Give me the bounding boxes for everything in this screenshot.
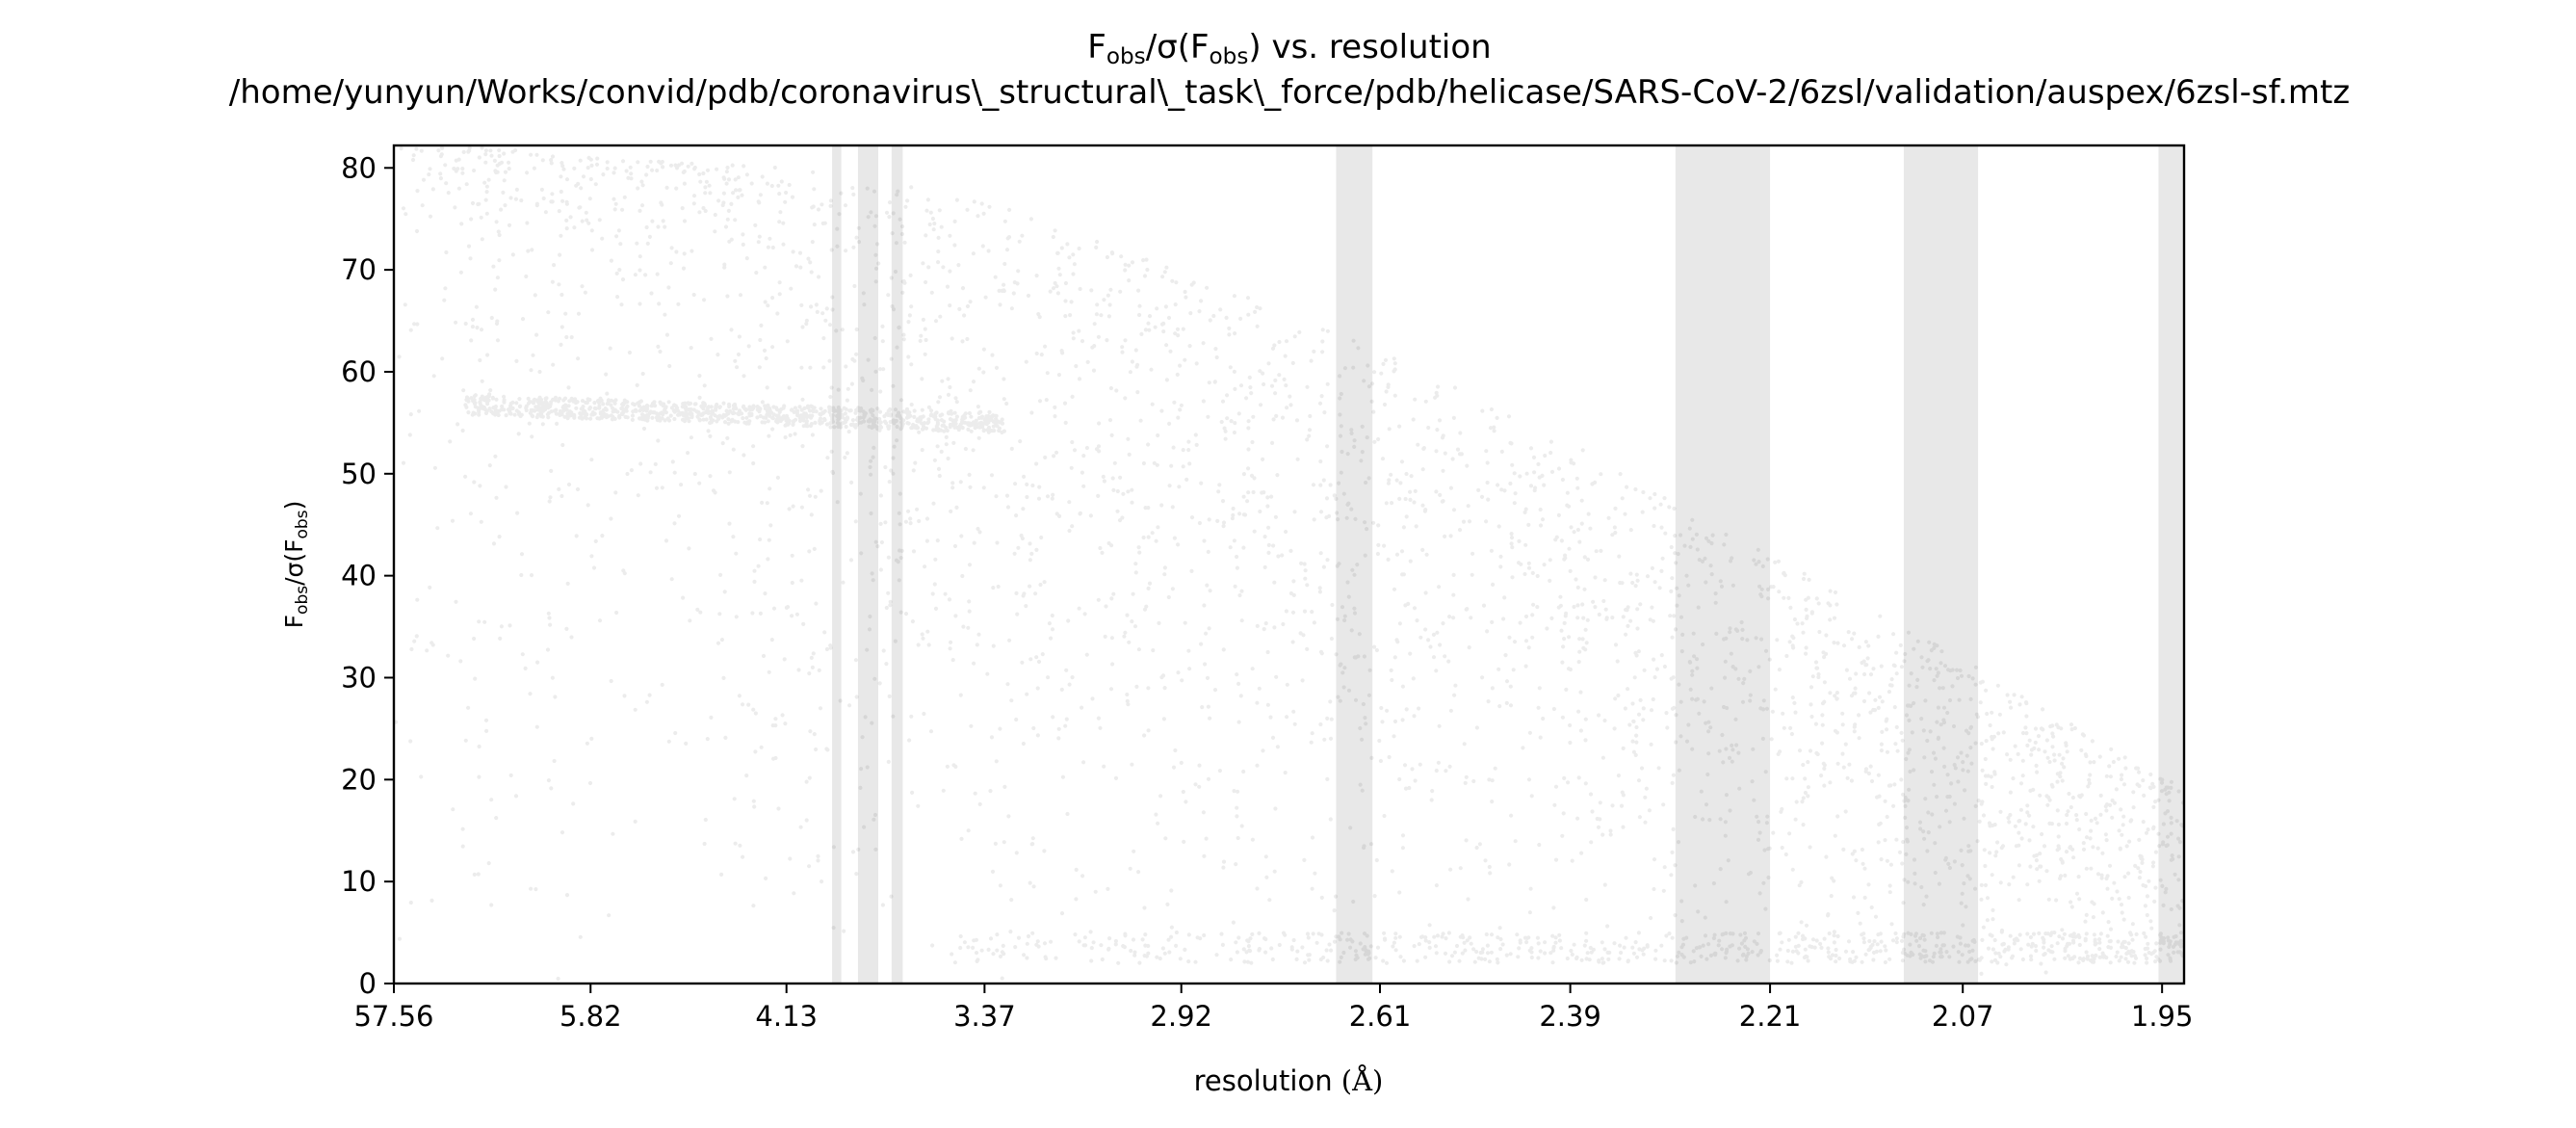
ice-ring-band-0 xyxy=(832,145,842,984)
ice-ring-band-6 xyxy=(2158,145,2184,984)
y-tick-label-8: 80 xyxy=(341,151,377,184)
y-tick-label-6: 60 xyxy=(341,355,377,388)
x-tick-label-2: 4.13 xyxy=(755,1000,818,1033)
x-tick-label-0: 57.56 xyxy=(353,1000,433,1033)
ice-ring-band-1 xyxy=(857,145,879,984)
x-tick-label-9: 1.95 xyxy=(2131,1000,2194,1033)
ice-ring-bands xyxy=(832,145,2184,984)
x-tick-label-1: 5.82 xyxy=(559,1000,622,1033)
data-points xyxy=(394,145,2186,982)
plot-frame xyxy=(392,144,2186,985)
y-axis: 0 10 20 30 40 50 60 70 80 xyxy=(341,151,394,1000)
x-tick-label-8: 2.07 xyxy=(1932,1000,1994,1033)
scatter-markers xyxy=(394,145,2186,982)
y-tick-label-2: 20 xyxy=(341,763,377,796)
y-tick-label-1: 10 xyxy=(341,865,377,898)
y-axis-label: Fobs/σ(Fobs) xyxy=(280,501,312,629)
ice-ring-band-5 xyxy=(1903,145,1979,984)
x-tick-label-7: 2.21 xyxy=(1739,1000,1802,1033)
ice-ring-band-4 xyxy=(1675,145,1771,984)
x-tick-label-4: 2.92 xyxy=(1150,1000,1212,1033)
x-axis-label: resolution (Å) xyxy=(1194,1063,1384,1097)
x-tick-label-6: 2.39 xyxy=(1539,1000,1601,1033)
x-tick-label-5: 2.61 xyxy=(1349,1000,1412,1033)
y-tick-label-4: 40 xyxy=(341,560,377,592)
y-tick-label-3: 30 xyxy=(341,661,377,694)
y-tick-label-0: 0 xyxy=(359,967,377,1000)
y-tick-label-5: 50 xyxy=(341,458,377,490)
chart-title-line1: Fobs/σ(Fobs) vs. resolution xyxy=(1087,28,1491,69)
y-tick-label-7: 70 xyxy=(341,253,377,286)
ice-ring-band-2 xyxy=(891,145,903,984)
x-axis: 57.56 5.82 4.13 3.37 2.92 2.61 2.39 2.21 2.07 1.9… xyxy=(353,984,2193,1033)
chart-title-line2: /home/yunyun/Works/convid/pdb/coronaviru… xyxy=(229,73,2350,112)
ice-ring-band-3 xyxy=(1336,145,1373,984)
x-tick-label-3: 3.37 xyxy=(953,1000,1016,1033)
